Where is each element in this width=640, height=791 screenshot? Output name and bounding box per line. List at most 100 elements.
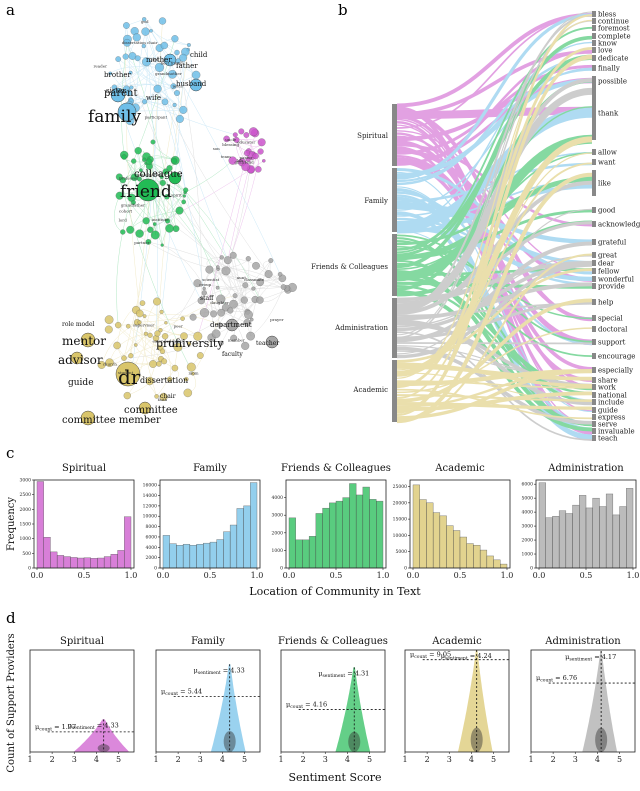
network-node [252,261,260,270]
mu-subscript: sentiment [72,725,95,731]
network-tiny-label: group [199,282,211,287]
network-node [182,194,186,198]
sankey-target-node [592,414,596,420]
network-edge [145,301,158,334]
network-tiny-label: classmate [244,277,265,282]
x-tick-label: 3 [198,755,203,764]
sankey-target-node [592,18,596,24]
sankey-target-node [592,339,596,345]
network-node [122,53,129,60]
network-tiny-label: member [228,338,245,343]
x-tick-label: 0.0 [31,571,44,580]
network-tiny-label: spirit [171,193,182,198]
network-node [229,251,237,259]
mu-sentiment-annotation: μsentiment = 4.33 [194,666,245,676]
network-tiny-label: god [141,19,149,24]
histogram-bar [176,545,184,569]
network-node [180,316,185,321]
histogram-bar [486,555,494,569]
network-node [233,136,240,143]
sankey-target-label: share [598,377,618,385]
sankey-target-label: special [598,315,624,323]
histogram-bar [585,507,593,569]
y-tick-label: 0 [154,566,157,572]
network-label: university [168,337,224,350]
y-tick-label: 2000 [272,530,284,536]
x-tick-label: 1.0 [627,571,640,580]
network-edge [167,192,186,222]
sankey-target-node [592,315,596,321]
network-label: sister [106,87,126,95]
network-label: guide [68,378,94,388]
network-edge [135,31,146,108]
sankey-target-label: know [598,40,617,48]
network-edge [144,97,175,106]
y-tick-label: 2000 [522,538,534,544]
network-node [113,341,121,350]
mu-sentiment-value: 4.33 [230,666,244,674]
histogram-bar [250,482,258,569]
network-tiny-label: prayer [270,317,283,322]
network-tiny-label: peer [174,324,183,329]
x-tick-label: 2 [301,755,306,764]
network-label: staff [200,295,214,302]
network-edge [161,311,183,321]
network-edge [114,83,178,94]
histogram-bar [479,549,488,569]
histogram-bar [322,507,330,569]
y-tick-label: 15000 [393,517,407,523]
histogram-bar [243,505,251,569]
network-node [232,293,238,299]
y-tick-label: 2000 [20,507,32,513]
histogram-panel: Friends & Colleagues 0 1000 2000 3000 4000 0.0… [272,463,391,580]
mu-equals: = [345,669,355,677]
sankey-link [396,41,593,226]
sankey-target-label: possible [598,78,627,86]
mu-subscript: count [39,726,52,732]
x-tick-label: 5 [116,755,121,764]
network-label: mentor [62,334,106,348]
histogram-bar [308,536,317,569]
histogram-bar [110,554,118,569]
network-hub-node [138,401,152,415]
network-node [211,329,221,339]
network-label: committee member [62,415,161,426]
network-node [205,265,214,274]
x-tick-label: 1 [402,755,407,764]
mu-equals: = [427,651,437,659]
sankey-target-label: thank [598,110,619,118]
network-node [165,224,174,233]
sankey-target-label: provide [598,283,625,291]
network-edge [143,19,189,46]
network-edge [184,192,229,261]
network-node [183,388,193,398]
network-node [186,341,192,346]
network-node [199,308,210,318]
network-edge [157,88,269,275]
mu-count-annotation: μcount = 9.05 [410,651,451,661]
sankey-target-node [592,377,596,383]
network-tiny-label: faith [158,397,168,402]
sankey-target-node [592,25,596,31]
network-tiny-label: lord [119,218,128,223]
y-tick-label: 4000 [146,545,158,551]
x-tick-label: 5 [242,755,247,764]
distribution-frame [404,649,510,753]
network-tiny-label: grandfather [121,203,145,208]
network-node [232,132,238,138]
sankey-target-label: express [598,414,626,422]
sankey-target-node [592,392,596,398]
network-node [123,22,130,29]
network-edge [137,58,174,87]
sankey-link [396,268,593,363]
network-label: parent [104,88,138,99]
network-node [149,360,157,368]
network-node [245,256,251,262]
network-node [196,352,204,359]
network-node [197,296,205,305]
network-edge [145,31,229,261]
network-label: department [210,321,252,329]
histogram-bar [169,543,177,569]
